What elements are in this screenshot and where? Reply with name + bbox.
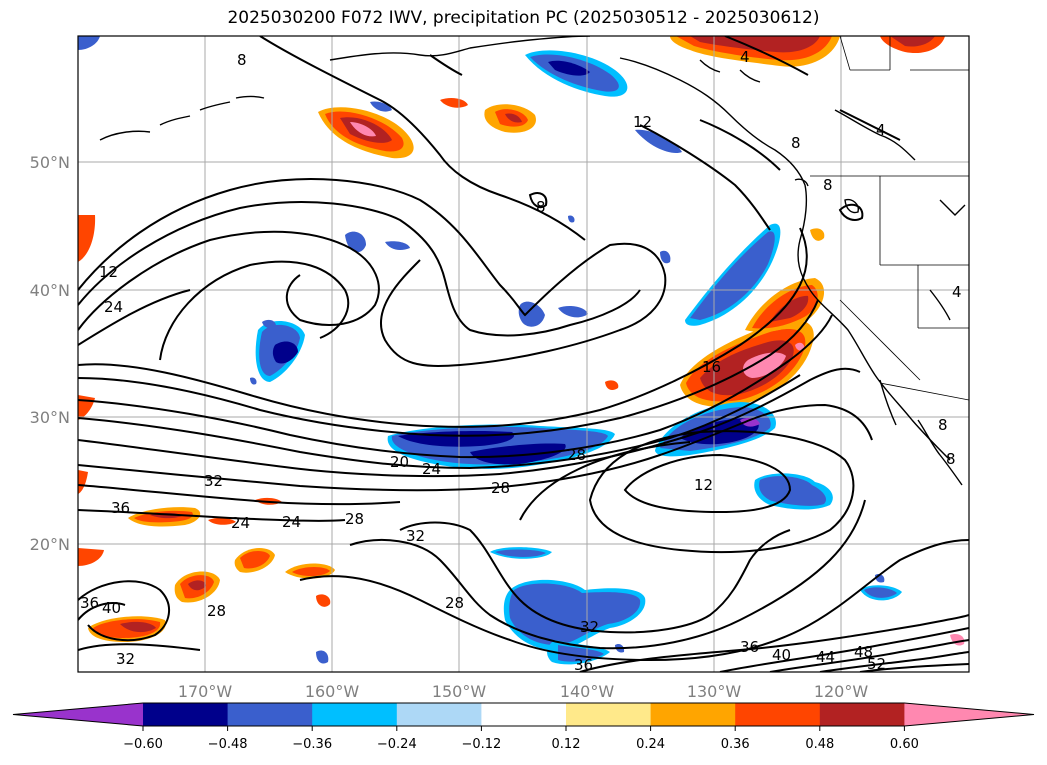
contour-label: 12 bbox=[694, 476, 713, 494]
contour-label: 28 bbox=[207, 602, 226, 620]
lat-label: 40°N bbox=[30, 281, 70, 300]
contour-label: 24 bbox=[422, 460, 441, 478]
contour-label: 24 bbox=[104, 298, 123, 316]
colorbar-extend-high bbox=[904, 703, 1034, 726]
contour-label: 28 bbox=[567, 446, 586, 464]
map-frame-bg bbox=[78, 36, 969, 672]
contour-label: 48 bbox=[854, 643, 873, 661]
contour-label: 4 bbox=[952, 283, 962, 301]
contour-label: 8 bbox=[938, 416, 948, 434]
contour-label: 8 bbox=[946, 450, 956, 468]
colorbar-extend-low bbox=[13, 703, 143, 726]
negative-precip-areas bbox=[78, 36, 902, 665]
contour-label: 52 bbox=[867, 655, 886, 673]
lon-label: 160°W bbox=[305, 682, 360, 701]
lat-label: 30°N bbox=[30, 408, 70, 427]
colorbar-segment bbox=[650, 703, 736, 726]
contour-label: 12 bbox=[633, 113, 652, 131]
contour-label: 36 bbox=[111, 499, 130, 517]
contour-label: 12 bbox=[99, 263, 118, 281]
contour-label: 36 bbox=[740, 638, 759, 656]
contour-label: 4 bbox=[876, 121, 886, 139]
colorbar-tick-label: 0.48 bbox=[805, 737, 834, 752]
lon-label: 140°W bbox=[560, 682, 615, 701]
colorbar-segment bbox=[481, 703, 567, 726]
contour-label: 20 bbox=[390, 453, 409, 471]
longitude-axis: 170°W 160°W 150°W 140°W 130°W 120°W bbox=[178, 682, 869, 701]
contour-label-group: 8 4 12 8 4 8 8 12 24 4 16 20 24 28 28 12… bbox=[80, 48, 962, 674]
colorbar-tick-label: 0.36 bbox=[721, 737, 750, 752]
contour-label: 44 bbox=[816, 648, 835, 666]
colorbar-segment bbox=[735, 703, 821, 726]
colorbar-tick-label: −0.48 bbox=[208, 737, 248, 752]
colorbar-segment bbox=[819, 703, 905, 726]
contour-label: 24 bbox=[231, 514, 250, 532]
colorbar-segment bbox=[143, 703, 229, 726]
lon-label: 120°W bbox=[814, 682, 869, 701]
contour-label: 8 bbox=[237, 51, 247, 69]
contour-label: 40 bbox=[102, 599, 121, 617]
contour-label: 32 bbox=[116, 650, 135, 668]
map-frame bbox=[77, 35, 970, 673]
lon-label: 150°W bbox=[432, 682, 487, 701]
contour-label: 32 bbox=[406, 527, 425, 545]
colorbar-segment bbox=[566, 703, 652, 726]
colorbar-tick-label: −0.36 bbox=[292, 737, 332, 752]
contour-label: 16 bbox=[702, 358, 721, 376]
contour-label: 32 bbox=[580, 618, 599, 636]
colorbar: −0.60 −0.48 −0.36 −0.24 −0.12 0.12 0.24 0.36 0.4… bbox=[12, 702, 1035, 752]
colorbar-tick-label: −0.12 bbox=[461, 737, 501, 752]
contour-label: 8 bbox=[823, 176, 833, 194]
lon-label: 130°W bbox=[687, 682, 742, 701]
contour-label: 36 bbox=[80, 594, 99, 612]
colorbar-tick-label: 0.12 bbox=[552, 737, 581, 752]
latitude-axis: 50°N 40°N 30°N 20°N bbox=[30, 153, 70, 554]
colorbar-tick-label: 0.60 bbox=[890, 737, 919, 752]
contour-label: 40 bbox=[772, 646, 791, 664]
contour-label: 8 bbox=[536, 198, 546, 216]
contour-label: 28 bbox=[445, 594, 464, 612]
contour-label: 28 bbox=[345, 510, 364, 528]
colorbar-tick-label: −0.60 bbox=[123, 737, 163, 752]
contour-label: 4 bbox=[740, 48, 750, 66]
contour-label: 36 bbox=[574, 656, 593, 674]
contour-label: 32 bbox=[204, 472, 223, 490]
contour-label: 8 bbox=[791, 134, 801, 152]
colorbar-tick-label: −0.24 bbox=[377, 737, 417, 752]
map-gridlines bbox=[78, 36, 969, 672]
colorbar-segment bbox=[312, 703, 398, 726]
colorbar-segment bbox=[227, 703, 313, 726]
contour-label: 24 bbox=[282, 513, 301, 531]
contour-label: 28 bbox=[491, 479, 510, 497]
lat-label: 20°N bbox=[30, 535, 70, 554]
lat-label: 50°N bbox=[30, 153, 70, 172]
iwv-contours bbox=[78, 36, 969, 672]
lon-label: 170°W bbox=[178, 682, 233, 701]
colorbar-segment bbox=[396, 703, 482, 726]
colorbar-tick-label: 0.24 bbox=[636, 737, 665, 752]
map-title: 2025030200 F072 IWV, precipitation PC (2… bbox=[227, 8, 820, 28]
state-borders bbox=[810, 36, 969, 401]
coastlines bbox=[99, 36, 966, 486]
